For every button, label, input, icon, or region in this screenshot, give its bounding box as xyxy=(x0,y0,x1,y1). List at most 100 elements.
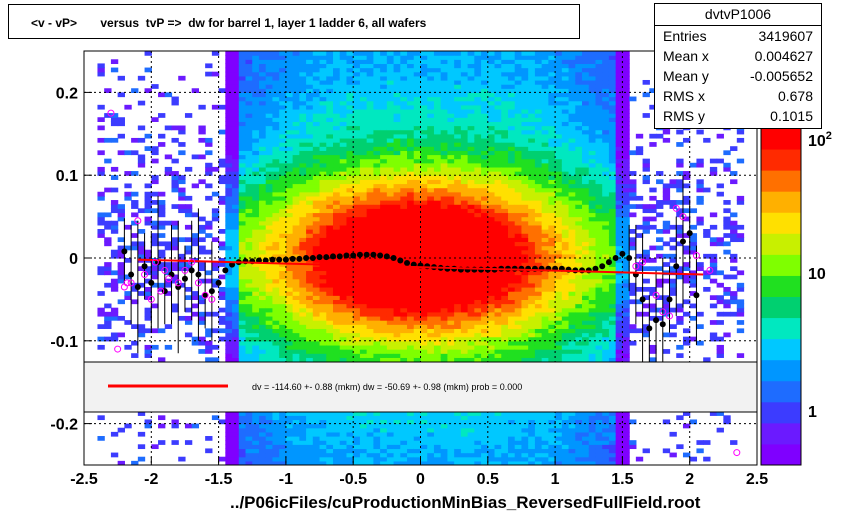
heatmap-cell xyxy=(487,216,496,222)
heatmap-cell xyxy=(413,175,422,180)
heatmap-cell xyxy=(460,51,469,56)
heatmap-cell xyxy=(393,200,401,205)
heatmap-cell xyxy=(407,204,415,209)
heatmap-cell xyxy=(312,162,321,168)
heatmap-cell xyxy=(265,67,274,73)
heatmap-cell xyxy=(474,84,482,89)
heatmap-cell xyxy=(225,336,233,342)
heatmap-cell xyxy=(454,241,462,247)
heatmap-cell xyxy=(373,162,381,168)
heatmap-cell xyxy=(521,84,529,89)
heatmap-cell xyxy=(433,427,442,433)
heatmap-cell xyxy=(366,353,374,358)
heatmap-cell xyxy=(494,237,502,243)
heatmap-cell xyxy=(514,344,523,350)
heatmap-cell xyxy=(218,456,226,462)
heatmap-cell xyxy=(440,419,449,425)
heatmap-cell xyxy=(258,133,267,139)
heatmap-cell xyxy=(265,440,274,445)
heatmap-cell xyxy=(272,154,280,160)
heatmap-cell xyxy=(521,237,529,243)
heatmap-cell xyxy=(481,237,489,243)
heatmap-cell xyxy=(433,84,442,89)
heatmap-cell xyxy=(117,266,125,272)
heatmap-cell xyxy=(454,104,462,110)
heatmap-cell xyxy=(427,295,435,300)
heatmap-cell xyxy=(299,311,307,317)
heatmap-cell xyxy=(467,229,475,234)
heatmap-cell xyxy=(285,187,294,193)
heatmap-cell xyxy=(501,55,509,60)
heatmap-cell xyxy=(319,125,327,131)
heatmap-cell xyxy=(366,200,374,205)
heatmap-cell xyxy=(198,336,206,342)
heatmap-cell xyxy=(460,320,469,325)
heatmap-cell xyxy=(319,142,327,147)
heatmap-cell xyxy=(265,150,274,156)
heatmap-cell xyxy=(346,320,354,325)
heatmap-cell xyxy=(171,204,179,209)
heatmap-cell xyxy=(487,444,496,450)
heatmap-cell xyxy=(292,224,300,230)
heatmap-cell xyxy=(400,353,408,358)
heatmap-cell xyxy=(252,88,260,93)
heatmap-cell xyxy=(467,460,475,465)
heatmap-cell xyxy=(393,175,401,180)
heatmap-cell xyxy=(413,270,422,276)
heatmap-cell xyxy=(494,270,502,276)
heatmap-cell xyxy=(238,274,247,280)
heatmap-cell xyxy=(346,295,354,300)
heatmap-cell xyxy=(487,249,496,255)
heatmap-cell xyxy=(373,216,381,222)
heatmap-cell xyxy=(333,88,341,93)
heatmap-cell xyxy=(481,129,489,135)
heatmap-cell xyxy=(514,448,523,454)
heatmap-cell xyxy=(245,212,253,218)
heatmap-cell xyxy=(346,440,354,445)
heatmap-cell xyxy=(413,266,422,272)
heatmap-cell xyxy=(279,258,287,263)
heatmap-cell xyxy=(218,274,226,280)
heatmap-cell xyxy=(299,146,307,151)
heatmap-cell xyxy=(258,142,267,147)
heatmap-cell xyxy=(467,245,475,251)
heatmap-cell xyxy=(178,237,186,243)
heatmap-cell xyxy=(131,137,139,143)
heatmap-cell xyxy=(474,427,482,433)
heatmap-cell xyxy=(427,137,435,143)
heatmap-cell xyxy=(420,460,428,465)
heatmap-cell xyxy=(252,274,260,280)
heatmap-cell xyxy=(373,237,381,243)
heatmap-cell xyxy=(292,303,300,309)
heatmap-cell xyxy=(494,278,502,284)
heatmap-cell xyxy=(454,175,462,180)
heatmap-cell xyxy=(386,195,395,201)
heatmap-cell xyxy=(440,431,449,437)
heatmap-cell xyxy=(413,320,422,325)
heatmap-cell xyxy=(245,237,253,243)
heatmap-cell xyxy=(184,245,193,251)
heatmap-cell xyxy=(171,179,179,185)
heatmap-cell xyxy=(467,340,475,346)
heatmap-cell xyxy=(474,307,482,313)
heatmap-cell xyxy=(501,357,509,363)
heatmap-cell xyxy=(400,320,408,325)
heatmap-cell xyxy=(474,423,482,429)
heatmap-cell xyxy=(285,291,294,296)
heatmap-cell xyxy=(447,291,455,296)
heatmap-cell xyxy=(238,142,247,147)
heatmap-cell xyxy=(279,183,287,189)
heatmap-cell xyxy=(447,278,455,284)
heatmap-cell xyxy=(285,299,294,305)
heatmap-cell xyxy=(514,332,523,338)
heatmap-cell xyxy=(427,456,435,462)
heatmap-cell xyxy=(447,282,455,288)
heatmap-cell xyxy=(413,460,422,465)
heatmap-cell xyxy=(413,179,422,185)
heatmap-cell xyxy=(507,460,516,465)
heatmap-cell xyxy=(467,241,475,247)
heatmap-cell xyxy=(454,200,462,205)
heatmap-cell xyxy=(333,295,341,300)
heatmap-cell xyxy=(460,431,469,437)
heatmap-cell xyxy=(487,320,496,325)
